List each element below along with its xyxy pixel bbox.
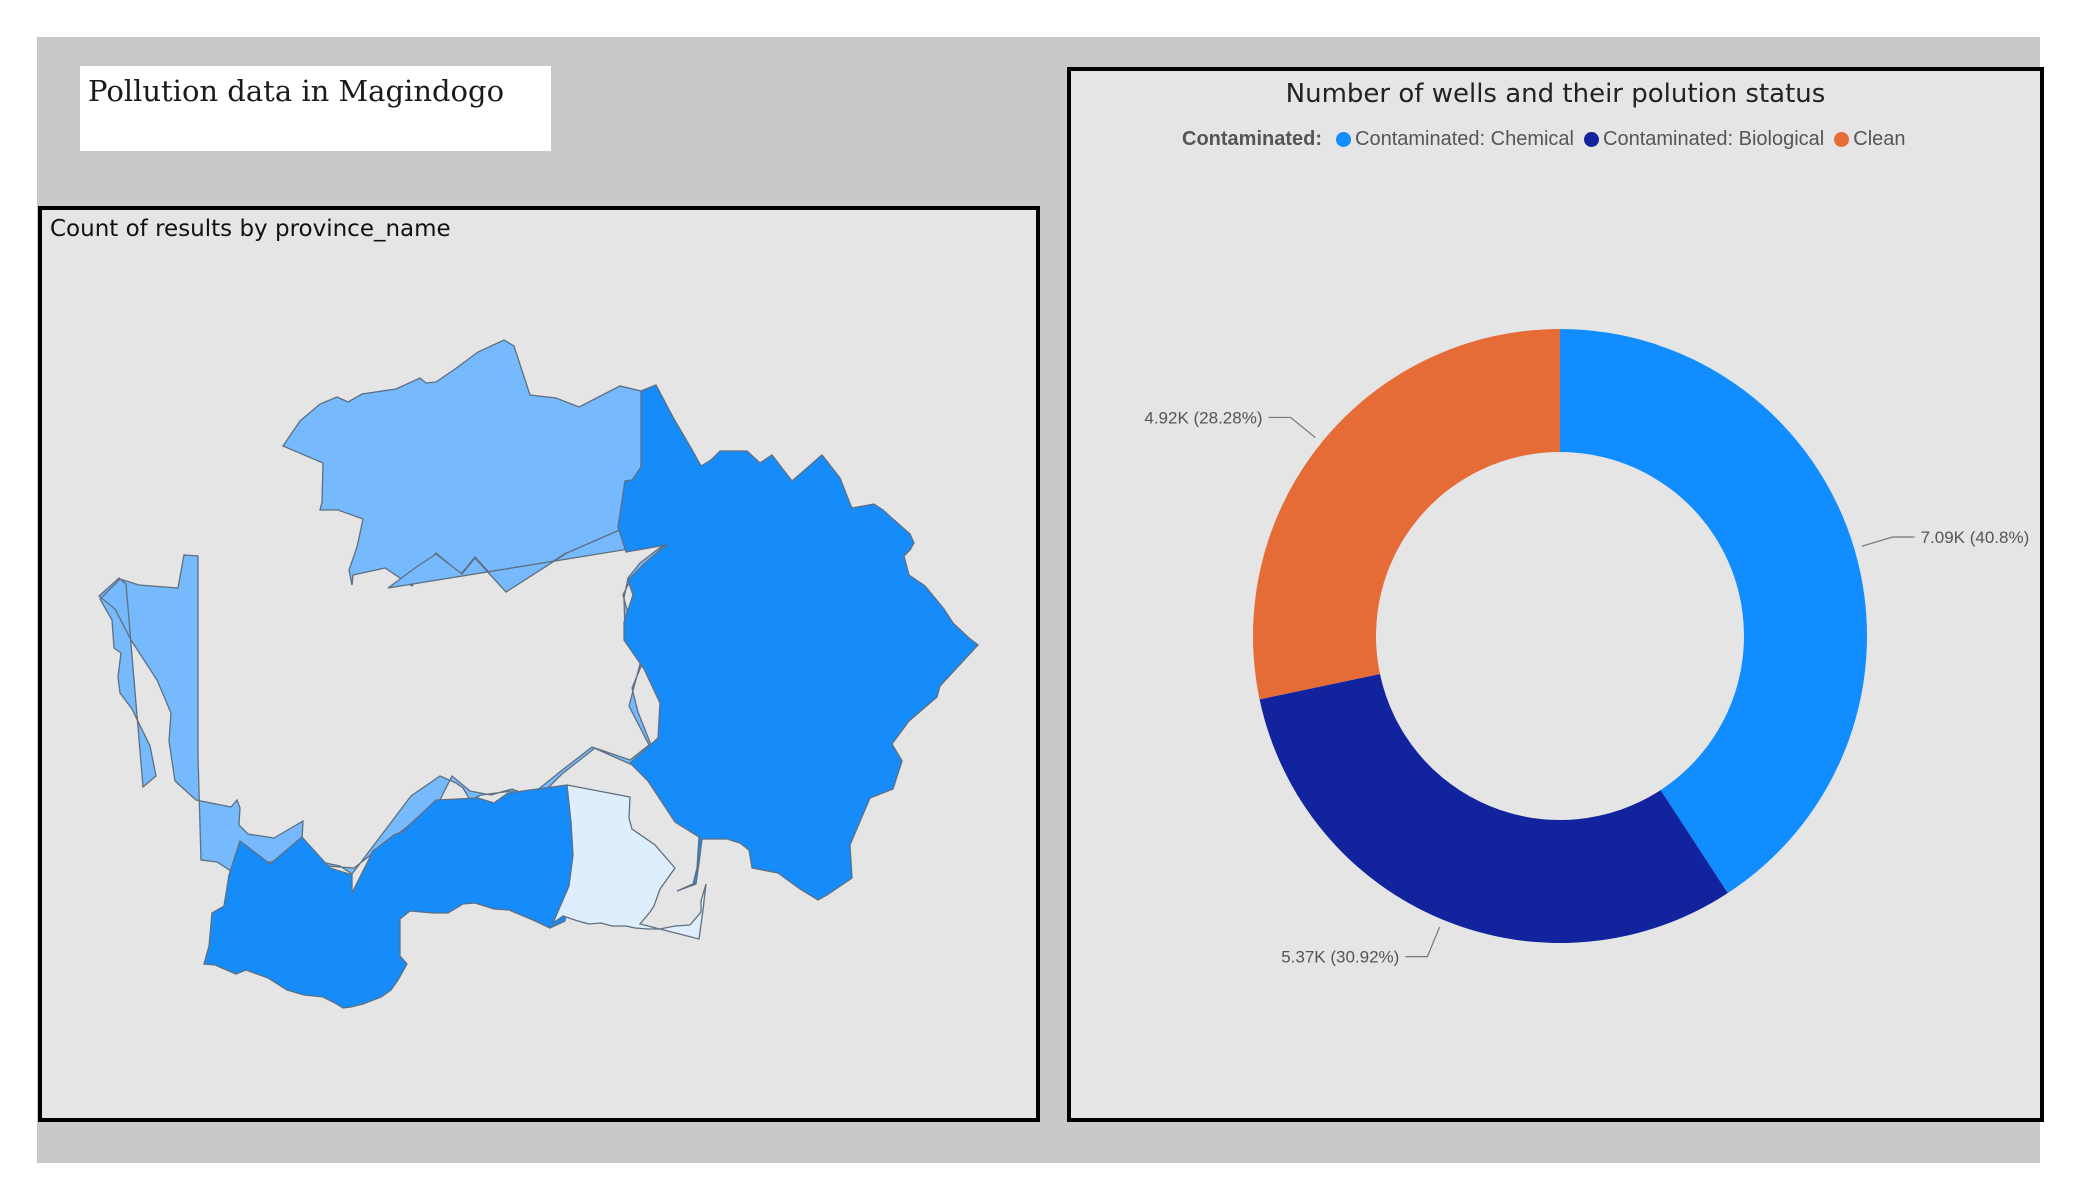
legend-dot-chemical — [1336, 132, 1351, 147]
legend-dot-biological — [1584, 132, 1599, 147]
map-title: Count of results by province_name — [50, 216, 451, 242]
province-central-west[interactable] — [98, 520, 667, 875]
donut-visual[interactable]: Number of wells and their polution statu… — [1067, 67, 2044, 1122]
data-label-clean: 4.92K (28.28%) — [1144, 408, 1262, 427]
legend-dot-clean — [1834, 132, 1850, 147]
donut-title: Number of wells and their polution statu… — [1285, 79, 1826, 109]
province-southwest[interactable] — [203, 784, 574, 1009]
donut-slice-clean[interactable] — [1253, 329, 1560, 700]
donut-slice-chemical[interactable] — [1560, 329, 1867, 894]
leader-line-biological — [1405, 926, 1441, 958]
report-title-box: Pollution data in Magindogo — [80, 66, 551, 151]
legend-title: Contaminated: — [1182, 128, 1322, 150]
donut-slice-biological[interactable] — [1259, 673, 1728, 943]
map-visual[interactable]: Count of results by province_name — [38, 206, 1040, 1122]
legend-label-chemical: Contaminated: Chemical — [1355, 128, 1574, 150]
data-label-chemical: 7.09K (40.8%) — [1921, 528, 2030, 547]
report-title: Pollution data in Magindogo — [88, 74, 505, 108]
province-south[interactable] — [551, 784, 707, 940]
province-north[interactable] — [282, 339, 668, 592]
leader-line-clean — [1268, 416, 1316, 439]
donut-chart[interactable]: 7.09K (40.8%) 5.37K (30.92%) 4.92K (28.28%… — [1071, 71, 2040, 1118]
leader-line-chemical — [1861, 536, 1915, 547]
province-map[interactable] — [42, 210, 1036, 1118]
legend-label-biological: Contaminated: Biological — [1603, 128, 1825, 150]
data-label-biological: 5.37K (30.92%) — [1281, 948, 1399, 967]
donut-legend: Contaminated: Contaminated: Chemical Con… — [1182, 128, 1916, 151]
legend-item-biological[interactable]: Contaminated: Biological — [1584, 128, 1824, 151]
legend-item-clean[interactable]: Clean — [1834, 128, 1906, 151]
province-east[interactable] — [617, 384, 979, 901]
legend-label-clean: Clean — [1853, 128, 1906, 150]
legend-item-chemical[interactable]: Contaminated: Chemical — [1336, 128, 1574, 151]
